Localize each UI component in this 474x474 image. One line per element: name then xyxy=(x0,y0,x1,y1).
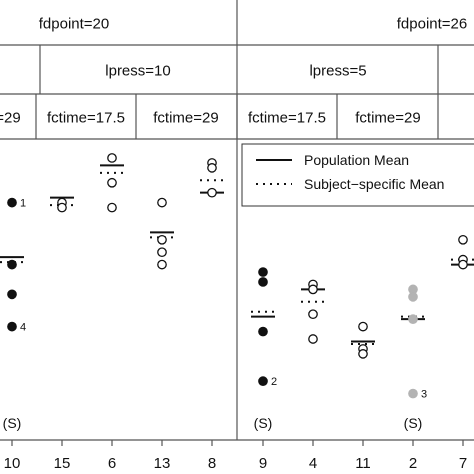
point-annotation: 1 xyxy=(20,198,26,210)
data-point xyxy=(258,326,268,337)
strip-fctime-1: fctime=17.5 xyxy=(47,110,125,127)
x-tick-label: 11 xyxy=(355,455,371,472)
x-tick-label: 4 xyxy=(309,455,317,472)
data-point xyxy=(157,234,167,245)
data-point xyxy=(308,284,318,295)
legend-box xyxy=(241,143,474,207)
subject-label: (S) xyxy=(404,415,423,431)
data-point xyxy=(7,321,17,332)
subject-label: (S) xyxy=(3,415,22,431)
data-point xyxy=(358,349,368,359)
strip-fdpoint-26: fdpoint=26 xyxy=(397,16,467,33)
legend-entry-1: Subject−specific Mean xyxy=(304,176,444,192)
data-point xyxy=(57,202,67,213)
data-point xyxy=(258,277,268,287)
group-13 xyxy=(150,197,174,270)
group-2: 3 (S) xyxy=(401,284,427,431)
data-point xyxy=(207,163,217,173)
group-11 xyxy=(351,321,375,359)
strip-fdpoint-20: fdpoint=20 xyxy=(39,16,109,33)
point-annotation: 4 xyxy=(20,322,26,334)
data-point xyxy=(157,259,167,270)
data-point xyxy=(107,153,117,163)
point-annotation: 2 xyxy=(271,376,277,388)
legend-entry-0: Population Mean xyxy=(304,152,409,168)
data-point xyxy=(358,321,368,332)
data-point xyxy=(7,197,17,208)
data-marks: 1 4 (S) 2 (S) 3 (S) xyxy=(0,153,474,431)
x-tick-label: 9 xyxy=(259,455,267,472)
strip-fctime-2: fctime=29 xyxy=(153,110,218,127)
data-point xyxy=(458,259,468,270)
group-7 xyxy=(451,234,474,270)
x-tick-labels: 10 15 6 13 8 9 4 11 2 7 xyxy=(4,440,467,472)
strip-fctime-3: fctime=17.5 xyxy=(248,110,326,127)
x-tick-label: 7 xyxy=(459,455,467,472)
panel-frame xyxy=(0,0,474,441)
group-10: 1 4 (S) xyxy=(0,198,26,431)
data-point xyxy=(408,314,418,325)
data-point xyxy=(308,309,318,320)
data-point xyxy=(107,202,117,213)
data-point xyxy=(157,247,167,258)
group-15 xyxy=(50,196,74,213)
legend: Population Mean Subject−specific Mean xyxy=(241,143,474,207)
x-tick-label: 13 xyxy=(154,455,171,472)
x-tick-label: 8 xyxy=(208,455,216,472)
data-point xyxy=(258,267,268,277)
point-annotation: 3 xyxy=(421,389,427,401)
data-point xyxy=(157,197,167,208)
strip-labels: fdpoint=20 fdpoint=26 lpress=10 lpress=5 =29… xyxy=(0,16,467,127)
x-tick-label: 15 xyxy=(54,455,71,472)
group-8 xyxy=(200,158,224,198)
data-point xyxy=(7,259,17,270)
data-point xyxy=(207,187,217,198)
data-point xyxy=(7,289,17,300)
data-point xyxy=(458,234,468,245)
group-4 xyxy=(301,279,325,344)
group-6 xyxy=(100,153,124,213)
data-point xyxy=(408,291,418,302)
strip-fctime-4: fctime=29 xyxy=(355,110,420,127)
subject-label: (S) xyxy=(254,415,273,431)
x-tick-label: 10 xyxy=(4,455,21,472)
x-tick-label: 2 xyxy=(409,455,417,472)
strip-lpress-10: lpress=10 xyxy=(105,63,170,80)
x-tick-label: 6 xyxy=(108,455,116,472)
strip-fctime-0: =29 xyxy=(0,110,21,127)
group-9: 2 (S) xyxy=(251,267,277,431)
data-point xyxy=(408,388,418,399)
data-point xyxy=(258,376,268,387)
strip-lpress-5: lpress=5 xyxy=(309,63,366,80)
data-point xyxy=(308,334,318,344)
data-point xyxy=(107,177,117,188)
